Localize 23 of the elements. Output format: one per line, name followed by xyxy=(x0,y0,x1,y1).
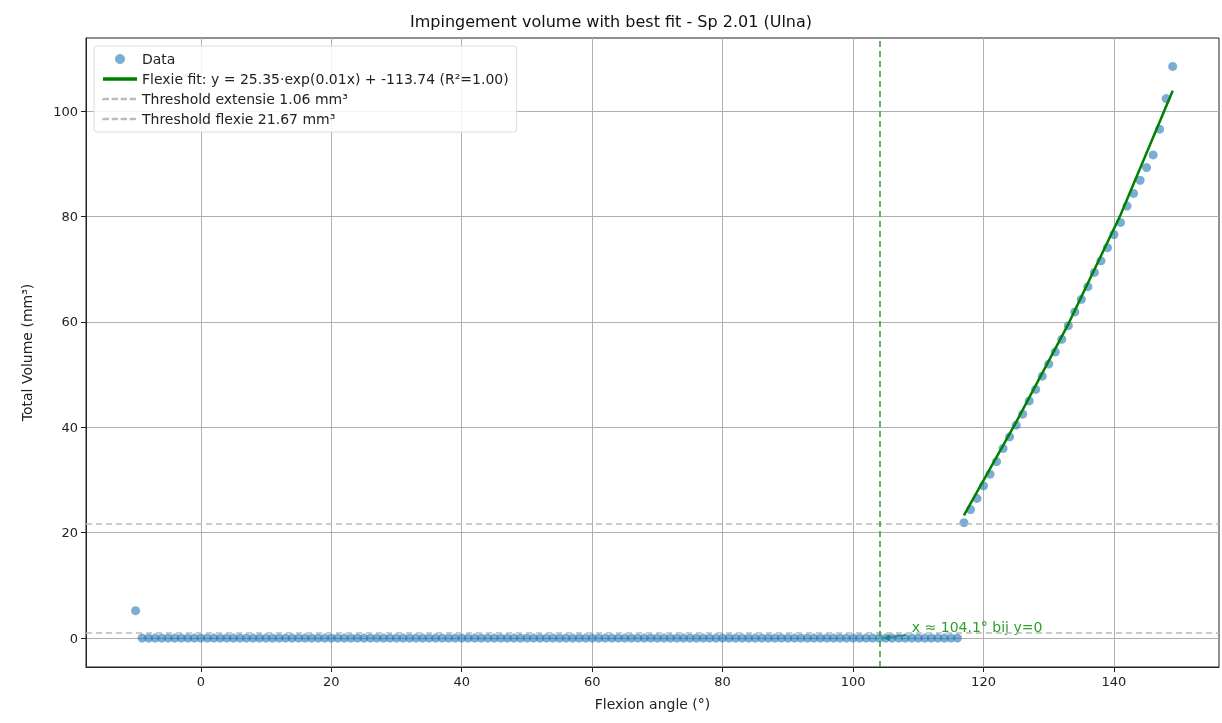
chart-title: Impingement volume with best fit - Sp 2.01 (Ulna) xyxy=(409,11,813,31)
y-tick-label: 20 xyxy=(61,525,78,541)
x-axis-title: Flexion angle (°) xyxy=(594,696,711,712)
y-axis-title: Total Volume (mm³) xyxy=(19,283,35,423)
y-tick-label: 80 xyxy=(61,209,78,225)
x-tick-label: 120 xyxy=(971,674,996,689)
x-tick-label: 40 xyxy=(453,674,470,689)
x-tick-label: 140 xyxy=(1101,674,1127,689)
x-tick-label: 20 xyxy=(322,674,340,689)
x-tick-label: 60 xyxy=(583,674,601,689)
y-tick-label: 100 xyxy=(53,103,78,119)
legend-label: Flexie fit: y = 25.35·exp(0.01x) + -113.74 (R²=1.00) xyxy=(142,71,509,87)
x-tick-label: 80 xyxy=(714,674,731,689)
line-series xyxy=(962,89,1174,517)
x-tick-label: 100 xyxy=(840,674,866,689)
legend-label: Threshold extensie 1.06 mm³ xyxy=(141,91,348,107)
x-tick-label: 0 xyxy=(196,674,205,689)
y-tick-label: 60 xyxy=(61,314,78,330)
legend-label: Threshold flexie 21.67 mm³ xyxy=(141,111,336,127)
y-tick-label: 0 xyxy=(69,630,78,646)
annotation: x ≈ 104.1° bij y=0 xyxy=(911,619,1043,636)
legend-label: Data xyxy=(142,51,176,67)
y-tick-label: 40 xyxy=(61,419,78,435)
